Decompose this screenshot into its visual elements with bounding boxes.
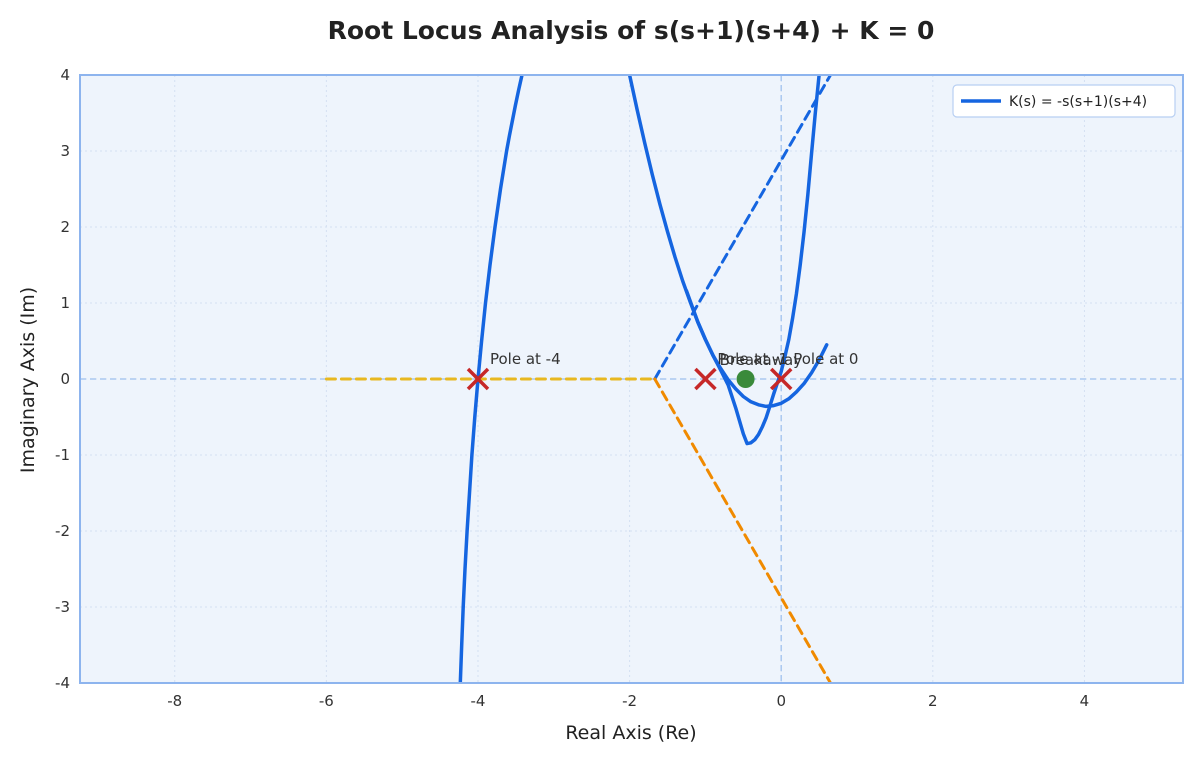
x-tick-label: 2: [928, 692, 938, 710]
legend-box: [952, 84, 1176, 118]
y-tick-label: 3: [60, 142, 70, 160]
pole-label-0: Pole at -4: [490, 350, 561, 368]
pole-label-2: Pole at 0: [793, 350, 858, 368]
x-tick-label: -6: [319, 692, 334, 710]
pole-marker-0: [466, 367, 490, 391]
y-tick-label: 0: [60, 370, 70, 388]
breakaway-label: Breakaway: [720, 351, 803, 369]
chart-title: Root Locus Analysis of s(s+1)(s+4) + K =…: [328, 16, 935, 45]
y-tick-label: -2: [55, 522, 70, 540]
x-tick-label: 4: [1080, 692, 1090, 710]
locus-series-0: [458, 75, 524, 683]
locus-series-3: [653, 75, 832, 381]
x-tick-label: -4: [471, 692, 486, 710]
y-tick-label: -3: [55, 598, 70, 616]
pole-x-stroke-b: [769, 367, 793, 391]
x-tick-label: -8: [167, 692, 182, 710]
locus-series-4: [653, 377, 832, 683]
series-group: [324, 75, 832, 683]
legend-entry-label: K(s) = -s(s+1)(s+4): [1009, 94, 1147, 110]
locus-series-2: [684, 75, 821, 446]
pole-label-1: Pole at -1: [717, 350, 788, 368]
pole-marker-2: [769, 367, 793, 391]
pole-x-stroke-b: [466, 367, 490, 391]
pole-x-stroke-b: [694, 367, 717, 391]
locus-series-1: [627, 75, 829, 409]
x-tick-label: 0: [776, 692, 786, 710]
plot-border: [79, 74, 1184, 684]
legend: K(s) = -s(s+1)(s+4): [952, 84, 1176, 118]
x-axis-label: Real Axis (Re): [565, 722, 696, 744]
y-tick-label: -4: [55, 674, 70, 692]
y-tick-label: 2: [60, 218, 70, 236]
y-tick-label: -1: [55, 446, 70, 464]
x-tick-label: -2: [622, 692, 637, 710]
y-axis-label: Imaginary Axis (Im): [17, 287, 39, 473]
y-tick-label: 1: [60, 294, 70, 312]
breakaway-point-marker: [736, 370, 755, 388]
pole-marker-1: [694, 367, 717, 391]
y-tick-label: 4: [60, 66, 70, 84]
